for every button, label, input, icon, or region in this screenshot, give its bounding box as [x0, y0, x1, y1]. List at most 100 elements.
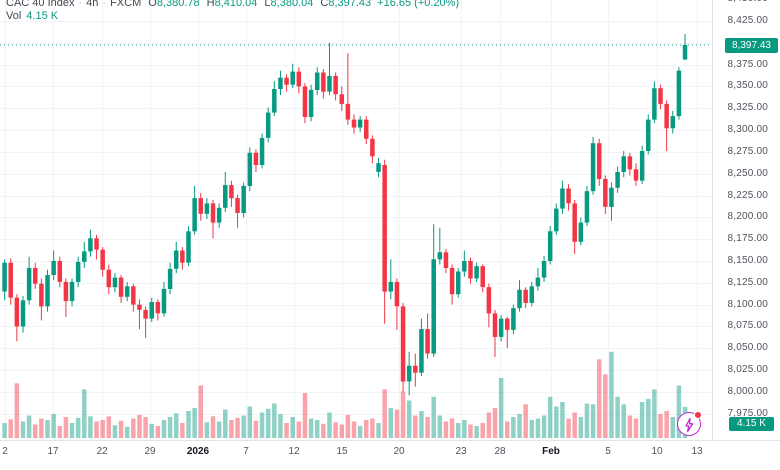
- volume-bar: [554, 406, 559, 438]
- candle-body: [560, 188, 565, 209]
- candle-body: [88, 238, 93, 252]
- volume-bar: [290, 417, 295, 438]
- candle-body: [584, 191, 590, 223]
- candle-body: [265, 112, 271, 138]
- candle-body: [186, 231, 191, 263]
- candle-body: [658, 88, 663, 104]
- candle-body: [118, 277, 124, 297]
- candle-body: [621, 156, 626, 172]
- time-tick-label: 22: [96, 446, 108, 457]
- volume-series: [2, 351, 688, 439]
- price-tick-label: 8,075.00: [727, 320, 768, 332]
- volume-bar: [14, 383, 20, 439]
- volume-bar: [216, 421, 222, 438]
- interval-label[interactable]: 4h: [86, 0, 99, 9]
- volume-bar: [474, 426, 479, 438]
- candle-body: [609, 187, 614, 207]
- volume-bar: [590, 404, 596, 439]
- volume-bar: [535, 418, 541, 438]
- candle-body: [431, 259, 436, 354]
- volume-bar: [541, 415, 547, 438]
- volume-bar: [2, 423, 7, 438]
- candle-body: [443, 252, 449, 268]
- candle-body: [167, 268, 173, 289]
- candle-body: [633, 169, 639, 181]
- volume-bar: [609, 351, 614, 439]
- candle-body: [351, 119, 357, 128]
- high-label: H: [206, 0, 215, 9]
- volume-bar: [578, 417, 584, 438]
- price-tick-label: 8,150.00: [727, 254, 768, 266]
- candle-body: [106, 269, 112, 288]
- volume-bar: [382, 389, 387, 439]
- volume-bar: [664, 411, 669, 438]
- change-value: +16.65 (+0.20%): [377, 0, 460, 9]
- volume-bar: [94, 421, 99, 438]
- volume-bar: [124, 426, 130, 439]
- candle-body: [63, 281, 69, 302]
- volume-bar: [229, 420, 234, 438]
- candle-body: [572, 203, 577, 242]
- volume-bar: [639, 402, 645, 438]
- candle-body: [406, 365, 412, 382]
- volume-bar: [455, 423, 461, 438]
- exchange-label[interactable]: FXCM: [110, 0, 142, 9]
- price-tick-label: 8,175.00: [727, 233, 768, 245]
- price-tick-label: 8,425.00: [727, 14, 768, 26]
- volume-bar: [247, 406, 253, 438]
- candle-body: [302, 86, 308, 117]
- candle-body: [333, 75, 338, 95]
- volume-bar: [327, 412, 332, 438]
- candle-body: [449, 268, 455, 295]
- price-tick-label: 8,200.00: [727, 211, 768, 223]
- candle-body: [112, 277, 118, 288]
- candle-body: [535, 277, 541, 287]
- time-tick-label: 29: [144, 446, 156, 457]
- chart-pane[interactable]: [0, 0, 712, 440]
- volume-bar: [278, 414, 283, 438]
- volume-bar: [413, 415, 418, 438]
- candle-body: [33, 268, 38, 284]
- volume-bar: [388, 408, 394, 438]
- volume-bar: [633, 418, 639, 438]
- volume-badge: 4.15 K: [729, 417, 774, 431]
- candle-body: [529, 286, 535, 303]
- volume-bar: [572, 412, 577, 438]
- candle-body: [590, 143, 596, 192]
- volume-bar: [20, 421, 26, 438]
- volume-bar: [357, 426, 363, 438]
- notification-dot: [694, 411, 702, 419]
- candle-body: [327, 75, 332, 92]
- candle-body: [413, 365, 418, 373]
- candle-body: [137, 304, 142, 310]
- volume-bar: [449, 418, 455, 438]
- time-tick-label: 5: [605, 446, 611, 457]
- volume-bar: [106, 416, 112, 439]
- candle-body: [204, 203, 210, 214]
- volume-bar: [566, 418, 571, 438]
- volume-bar: [272, 403, 277, 438]
- close-value: 8,397.43: [328, 0, 372, 9]
- candle-body: [94, 238, 99, 250]
- volume-bar: [596, 359, 602, 439]
- candle-body: [223, 185, 228, 208]
- time-axis[interactable]: 2 17 22 29 2026 7 12 15 20 23 28 Feb 5 10 13: [0, 440, 780, 470]
- lightning-boost-button[interactable]: [677, 411, 702, 436]
- volume-bar: [406, 400, 412, 438]
- volume-bar: [351, 421, 357, 438]
- time-tick-label: 23: [455, 446, 467, 457]
- candle-body: [682, 45, 688, 60]
- candle-body: [596, 143, 602, 179]
- candle-body: [339, 94, 344, 104]
- symbol-name[interactable]: CAC 40 Index: [6, 0, 75, 9]
- volume-bar: [265, 408, 271, 439]
- price-tick-label: 7,975.00: [727, 407, 768, 419]
- volume-bar: [646, 399, 651, 438]
- open-value: 8,380.78: [156, 0, 200, 9]
- price-axis[interactable]: 8,450.00 8,425.00 8,375.00 8,350.00 8,325.00…: [712, 0, 780, 440]
- candle-body: [173, 250, 179, 269]
- candle-body: [554, 208, 559, 232]
- candle-body: [357, 119, 363, 128]
- close-label: C: [320, 0, 329, 9]
- volume-bar: [112, 425, 118, 439]
